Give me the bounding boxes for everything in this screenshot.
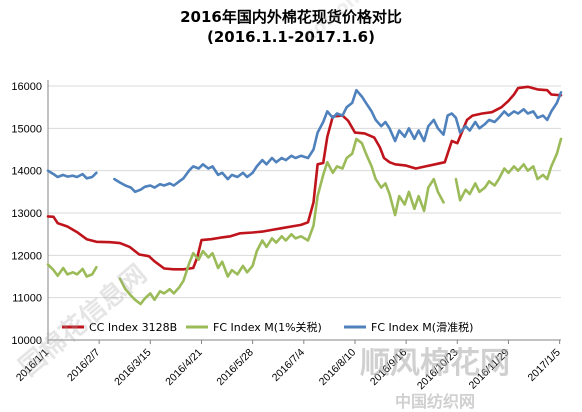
y-tick-label: 13000 bbox=[11, 208, 42, 220]
y-tick-label: 12000 bbox=[11, 250, 42, 262]
series-line-fc_1pct bbox=[454, 137, 563, 202]
y-tick-label: 11000 bbox=[12, 293, 42, 305]
x-tick-label: 2016/8/10 bbox=[317, 346, 359, 388]
x-tick-label: 2016/10/23 bbox=[415, 346, 461, 392]
series-line-fc_1pct bbox=[46, 263, 98, 278]
y-tick-label: 15000 bbox=[11, 123, 42, 135]
x-tick-label: 2016/4/21 bbox=[163, 346, 205, 388]
y-tick-label: 14000 bbox=[11, 166, 42, 178]
y-tick-label: 16000 bbox=[11, 81, 42, 93]
x-tick-label: 2017/1/5 bbox=[526, 346, 563, 383]
x-tick-label: 2016/2/7 bbox=[65, 346, 102, 383]
x-tick-label: 2016/3/15 bbox=[112, 346, 154, 388]
chart-title: 2016年国内外棉花现货价格对比 bbox=[180, 8, 402, 26]
x-tick-label: 2016/5/28 bbox=[214, 346, 256, 388]
series-lines bbox=[46, 85, 563, 306]
legend-label: FC Index M(滑准税) bbox=[371, 320, 473, 334]
chart-subtitle: (2016.1.1-2017.1.6) bbox=[207, 28, 375, 46]
series-line-fc_sliding bbox=[113, 88, 563, 194]
series-line-fc_sliding bbox=[46, 169, 98, 180]
legend-label: CC Index 3128B bbox=[89, 321, 177, 334]
legend: CC Index 3128B FC Index M(1%关税) FC Index M… bbox=[62, 320, 473, 334]
x-tick-label: 2016/7/4 bbox=[270, 346, 307, 383]
gridlines bbox=[48, 85, 561, 299]
x-tick-label: 2016/11/29 bbox=[467, 346, 512, 391]
series-line-fc_1pct bbox=[118, 137, 445, 306]
series-line-cc_index bbox=[46, 85, 563, 271]
x-tick-label: 2016/9/16 bbox=[368, 346, 410, 388]
legend-label: FC Index M(1%关税) bbox=[213, 320, 322, 334]
x-tick-label: 2016/1/1 bbox=[14, 346, 51, 383]
y-tick-label: 10000 bbox=[11, 335, 42, 347]
